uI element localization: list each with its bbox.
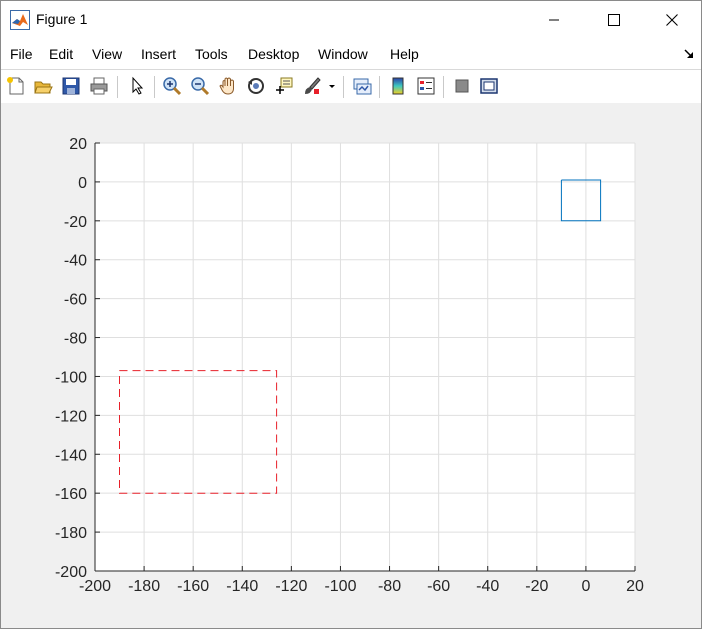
x-tick-label: -140 <box>226 578 258 595</box>
x-tick-label: -40 <box>476 578 499 595</box>
y-tick-label: -120 <box>55 408 87 425</box>
menu-view[interactable]: View <box>92 46 123 62</box>
figure-toolbar <box>1 69 701 104</box>
axes-plot[interactable]: -200 -180 -160 -140 -120 -100 -80 -60 -40 -20 0 202… <box>1 103 701 628</box>
hide-plot-tools-icon <box>455 79 469 93</box>
new-figure-button[interactable] <box>5 75 27 97</box>
tick-labels: -200 -180 -160 -140 -120 -100 -80 -60 -40 -20 0 202… <box>55 136 644 595</box>
y-tick-label: -80 <box>64 331 87 348</box>
title-bar: Figure 1 <box>1 1 701 39</box>
y-tick-label: -160 <box>55 486 87 503</box>
x-tick-label: -80 <box>378 578 401 595</box>
x-tick-label: -200 <box>79 578 111 595</box>
figure-canvas: -200 -180 -160 -140 -120 -100 -80 -60 -40 -20 0 20 2… <box>1 103 701 628</box>
open-file-button[interactable] <box>32 75 54 97</box>
brush-dropdown-button[interactable] <box>325 75 339 97</box>
colorbar-button[interactable] <box>387 75 409 97</box>
series-line-1 <box>560 179 602 222</box>
grid-lines <box>94 142 636 572</box>
toolbar-separator <box>343 76 344 98</box>
x-tick-label: -180 <box>128 578 160 595</box>
series-line-2 <box>119 370 278 494</box>
link-plot-button[interactable] <box>351 75 373 97</box>
x-tick-label: -160 <box>177 578 209 595</box>
link-plot-icon <box>353 78 372 95</box>
brush-button[interactable] <box>301 75 323 97</box>
y-tick-label: -20 <box>64 214 87 231</box>
colorbar-icon <box>392 77 404 95</box>
data-cursor-icon <box>276 77 293 94</box>
close-button[interactable] <box>649 1 695 39</box>
zoom-out-button[interactable] <box>189 75 211 97</box>
new-figure-icon <box>7 77 24 95</box>
legend-button[interactable] <box>415 75 437 97</box>
show-plot-tools-button[interactable] <box>478 75 500 97</box>
y-tick-label: -100 <box>55 369 87 386</box>
menu-insert[interactable]: Insert <box>141 46 177 62</box>
minimize-icon <box>549 19 559 21</box>
x-tick-label: -120 <box>275 578 307 595</box>
x-tick-label: 0 <box>581 578 590 595</box>
pan-icon <box>219 77 234 95</box>
print-button[interactable] <box>88 75 110 97</box>
rotate-3d-button[interactable] <box>245 75 267 97</box>
axes-background <box>95 143 635 571</box>
x-tick-label: -20 <box>525 578 548 595</box>
show-plot-tools-icon <box>480 78 498 94</box>
menu-file[interactable]: File <box>10 46 33 62</box>
y-tick-label: -40 <box>64 253 87 270</box>
toolbar-separator <box>154 76 155 98</box>
y-tick-label: -200 <box>55 564 87 581</box>
x-tick-label: -60 <box>427 578 450 595</box>
menu-edit[interactable]: Edit <box>49 46 74 62</box>
menu-desktop[interactable]: Desktop <box>248 46 300 62</box>
chevron-down-icon <box>329 85 335 88</box>
pan-button[interactable] <box>217 75 239 97</box>
print-icon <box>90 77 108 95</box>
y-tick-label: -140 <box>55 447 87 464</box>
y-tick-label: 20 <box>69 136 87 153</box>
plot-series <box>119 179 602 494</box>
y-tick-label: -180 <box>55 525 87 542</box>
y-tick-label: -60 <box>64 292 87 309</box>
brush-icon <box>305 77 321 94</box>
close-icon <box>666 14 678 26</box>
open-file-icon <box>34 81 53 94</box>
toolbar-separator <box>117 76 118 98</box>
save-icon <box>62 77 80 95</box>
x-tick-label: -100 <box>324 578 356 595</box>
dock-arrow-icon[interactable] <box>683 47 695 59</box>
menu-help[interactable]: Help <box>390 46 419 62</box>
maximize-button[interactable] <box>591 1 637 39</box>
save-button[interactable] <box>60 75 82 97</box>
toolbar-separator <box>443 76 444 98</box>
window-title: Figure 1 <box>36 11 88 27</box>
zoom-in-button[interactable] <box>161 75 183 97</box>
hide-plot-tools-button[interactable] <box>451 75 473 97</box>
pointer-icon <box>132 76 144 95</box>
zoom-in-icon <box>163 77 182 96</box>
zoom-out-icon <box>191 77 210 96</box>
y-tick-label: 0 <box>78 175 87 192</box>
toolbar-separator <box>379 76 380 98</box>
legend-icon <box>417 77 435 95</box>
pointer-button[interactable] <box>126 75 148 97</box>
menu-tools[interactable]: Tools <box>195 46 228 62</box>
menu-bar: File Edit View Insert Tools Desktop Wind… <box>1 39 701 69</box>
data-cursor-button[interactable] <box>273 75 295 97</box>
rotate-3d-icon <box>248 78 264 94</box>
x-tick-label: 20 <box>626 578 644 595</box>
axis-lines <box>94 143 635 572</box>
matlab-icon <box>10 10 30 30</box>
menu-window[interactable]: Window <box>318 46 368 62</box>
maximize-icon <box>608 14 620 26</box>
minimize-button[interactable] <box>531 1 577 39</box>
